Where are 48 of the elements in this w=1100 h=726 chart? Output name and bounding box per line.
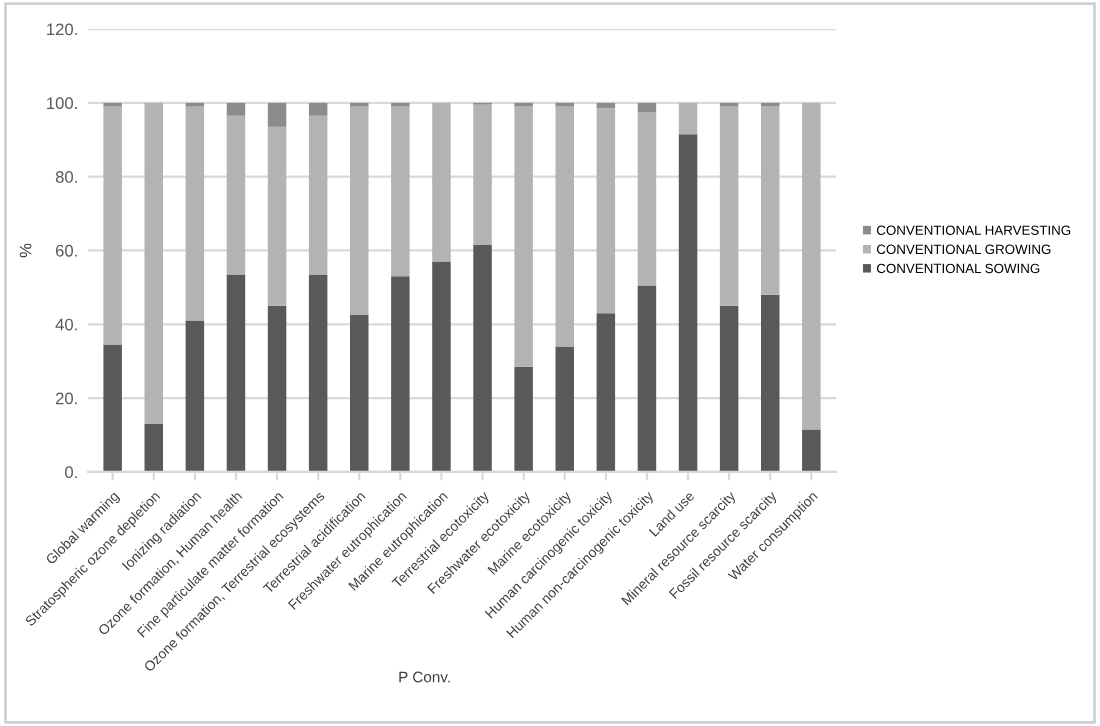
y-tick-label: 20.: [55, 392, 77, 405]
bar: [719, 305, 739, 472]
bar: [391, 276, 410, 472]
bar: [637, 285, 657, 472]
bar: [514, 106, 533, 367]
bar: [802, 102, 821, 430]
y-tick-label: 0.: [65, 466, 77, 479]
bar: [473, 244, 492, 472]
bar: [144, 423, 164, 472]
bar: [350, 106, 369, 316]
y-tick-label: 120.: [47, 23, 77, 36]
y-tick-label: 60.: [55, 244, 77, 257]
bar: [308, 115, 328, 275]
bar: [226, 274, 246, 472]
bar: [103, 344, 122, 472]
bar: [432, 261, 451, 472]
bar: [432, 102, 451, 262]
bar: [637, 102, 657, 113]
bar: [719, 106, 739, 306]
bar: [391, 106, 410, 277]
bar: [226, 102, 246, 116]
bar: [555, 106, 574, 347]
bar: [514, 366, 533, 472]
bar: [144, 102, 164, 424]
bar: [308, 274, 328, 472]
bar: [267, 102, 287, 127]
bar: [555, 346, 574, 472]
bar: [760, 106, 780, 295]
bar: [226, 115, 246, 275]
bar: [637, 112, 657, 286]
bar: [308, 102, 328, 116]
bar: [103, 106, 122, 345]
bar: [473, 104, 492, 245]
bar: [185, 320, 205, 472]
bar: [678, 134, 698, 472]
bar: [596, 108, 616, 314]
y-tick-label: 100.: [47, 97, 77, 110]
bar: [267, 305, 287, 472]
y-tick-label: 40.: [55, 318, 77, 331]
bar: [185, 106, 205, 321]
bar: [802, 429, 821, 472]
bar: [678, 102, 698, 135]
bar: [350, 315, 369, 472]
bar: [760, 294, 780, 472]
y-axis-title: %: [19, 243, 32, 258]
y-tick-label: 80.: [55, 171, 77, 183]
bar: [267, 126, 287, 306]
bar: [596, 313, 616, 472]
